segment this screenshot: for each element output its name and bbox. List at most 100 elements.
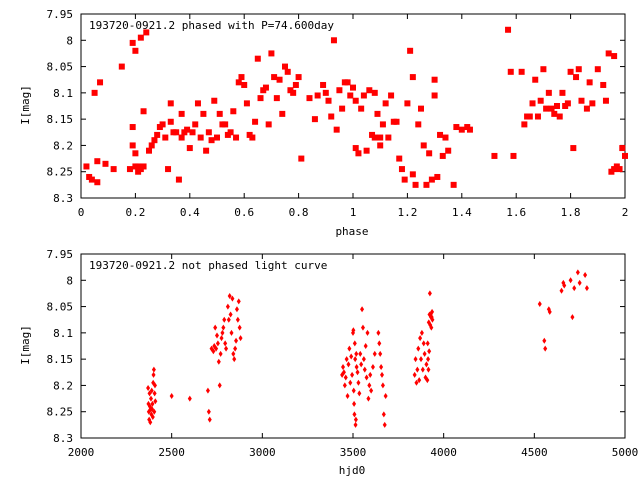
data-point <box>431 92 438 99</box>
data-point <box>224 345 229 352</box>
data-point <box>426 366 431 373</box>
data-point <box>422 350 427 357</box>
data-point <box>339 105 346 112</box>
data-point <box>140 108 147 115</box>
data-point <box>556 113 563 120</box>
data-point <box>110 166 117 173</box>
data-point <box>215 332 219 339</box>
data-point <box>165 166 172 173</box>
data-point <box>382 100 389 107</box>
data-point <box>341 369 346 376</box>
x-tick-label: 3500 <box>340 446 367 459</box>
data-point <box>214 134 220 141</box>
data-point <box>409 171 416 178</box>
data-point <box>231 350 236 357</box>
data-point <box>543 105 550 112</box>
data-point <box>154 131 161 138</box>
data-point <box>547 308 552 315</box>
data-point <box>352 145 359 152</box>
data-point <box>268 50 275 57</box>
y-tick-label: 8 <box>66 274 73 287</box>
data-point <box>222 316 227 323</box>
data-point <box>132 150 139 157</box>
data-point <box>371 89 378 96</box>
data-point <box>616 166 623 173</box>
data-point <box>206 408 211 415</box>
data-point <box>420 366 425 373</box>
data-point <box>382 421 387 428</box>
data-point <box>434 173 441 180</box>
data-point <box>282 63 288 70</box>
data-point <box>151 137 158 144</box>
data-point <box>94 179 101 186</box>
data-point <box>233 134 240 141</box>
data-point <box>584 285 589 292</box>
data-point <box>351 327 356 334</box>
data-point <box>151 366 156 373</box>
y-axis-label: I[mag] <box>19 325 32 365</box>
data-point <box>265 121 272 128</box>
x-tick-label: 3000 <box>249 446 276 459</box>
data-point <box>423 181 430 188</box>
data-point <box>350 84 356 91</box>
data-point <box>235 316 240 323</box>
y-tick-label: 8 <box>66 34 73 47</box>
data-point <box>211 348 216 355</box>
data-point <box>437 131 444 138</box>
data-point <box>421 340 426 347</box>
data-point <box>526 113 533 120</box>
data-point <box>205 387 210 394</box>
data-point <box>414 379 419 386</box>
data-point <box>218 350 223 357</box>
x-tick-label: 2 <box>622 206 629 219</box>
data-point <box>567 68 574 75</box>
y-tick-label: 8.2 <box>53 379 73 392</box>
data-point <box>306 95 313 102</box>
data-point <box>559 287 564 294</box>
data-point <box>152 382 157 389</box>
y-tick-labels: 7.95 8 8.05 8.1 8.15 8.2 8.25 8.3 <box>47 248 74 445</box>
data-point <box>347 345 352 352</box>
data-point <box>374 110 381 117</box>
data-point <box>548 105 555 112</box>
data-point <box>458 126 465 133</box>
data-point <box>236 298 241 305</box>
x-tick-label: 1.4 <box>452 206 472 219</box>
data-point <box>237 324 242 331</box>
data-point <box>409 74 416 81</box>
y-tick-label: 8.3 <box>53 432 73 445</box>
data-point <box>445 147 452 154</box>
y-tick-label: 7.95 <box>47 8 74 21</box>
data-point <box>359 361 364 368</box>
x-tick-label: 1.6 <box>506 206 526 219</box>
data-point <box>377 134 384 141</box>
data-point <box>424 361 429 368</box>
x-tick-label: 4500 <box>521 446 548 459</box>
data-point <box>586 79 593 86</box>
data-point <box>589 100 596 107</box>
data-point <box>276 76 283 83</box>
x-tick-label: 2500 <box>158 446 185 459</box>
data-point <box>507 68 514 75</box>
data-point <box>216 110 223 117</box>
data-point <box>430 316 435 323</box>
data-point <box>600 81 607 88</box>
data-point <box>150 413 155 420</box>
data-point <box>83 163 90 170</box>
data-point <box>404 100 411 107</box>
data-point <box>578 97 585 104</box>
data-point <box>357 390 362 397</box>
x-tick-label: 0.8 <box>289 206 309 219</box>
y-tick-label: 8.25 <box>47 406 74 419</box>
x-axis-label: phase <box>335 225 368 238</box>
data-point <box>311 116 318 123</box>
data-point <box>583 272 588 279</box>
data-point <box>420 142 427 149</box>
data-point <box>385 134 392 141</box>
data-point <box>238 74 245 81</box>
data-point <box>427 290 432 297</box>
data-point <box>415 366 420 373</box>
data-point <box>575 269 580 276</box>
y-tick-label: 8.15 <box>47 113 74 126</box>
